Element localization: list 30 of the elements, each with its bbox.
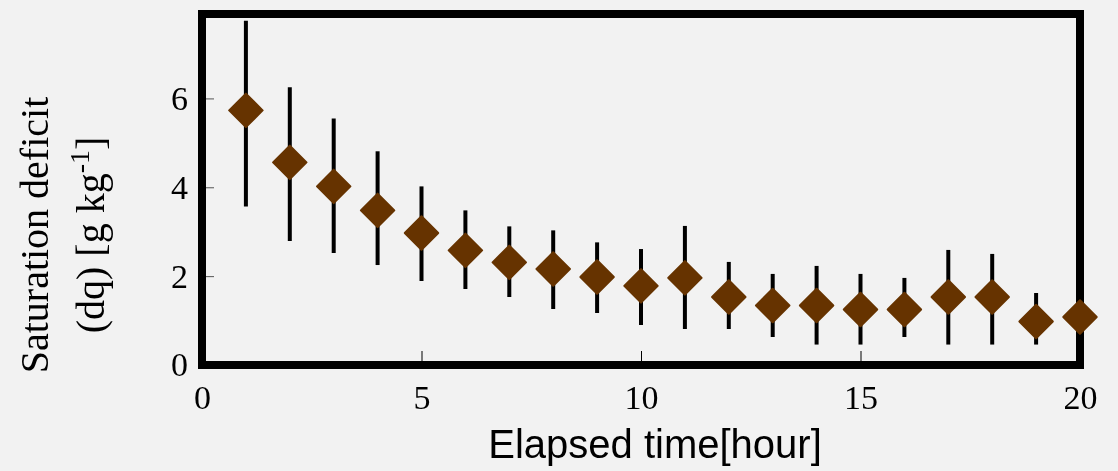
x-tick-label: 10 bbox=[624, 379, 659, 417]
point bbox=[667, 260, 703, 296]
point bbox=[886, 291, 923, 328]
x-axis-title: Elapsed time[hour] bbox=[488, 422, 822, 466]
point bbox=[403, 215, 440, 251]
y-tick-label: 4 bbox=[171, 168, 188, 206]
point bbox=[623, 268, 659, 304]
point bbox=[535, 251, 571, 287]
point bbox=[228, 92, 264, 129]
y-tick-label: 2 bbox=[171, 257, 188, 295]
point bbox=[930, 279, 967, 315]
point bbox=[1062, 299, 1098, 335]
point bbox=[798, 287, 835, 324]
y-tick-label: 6 bbox=[171, 79, 188, 117]
x-tick-label: 0 bbox=[194, 379, 211, 417]
x-tick-label: 15 bbox=[844, 379, 878, 417]
x-tick-label: 5 bbox=[413, 379, 431, 417]
point bbox=[842, 291, 879, 328]
point bbox=[579, 259, 615, 295]
point bbox=[447, 232, 484, 269]
point bbox=[359, 192, 396, 229]
y-tick-label: 0 bbox=[171, 346, 188, 384]
point bbox=[272, 144, 308, 181]
point bbox=[754, 287, 791, 324]
point bbox=[491, 244, 528, 281]
point bbox=[1018, 303, 1054, 340]
point bbox=[315, 168, 352, 205]
point bbox=[974, 279, 1010, 315]
x-tick-label: 20 bbox=[1063, 379, 1098, 417]
point bbox=[711, 279, 747, 315]
